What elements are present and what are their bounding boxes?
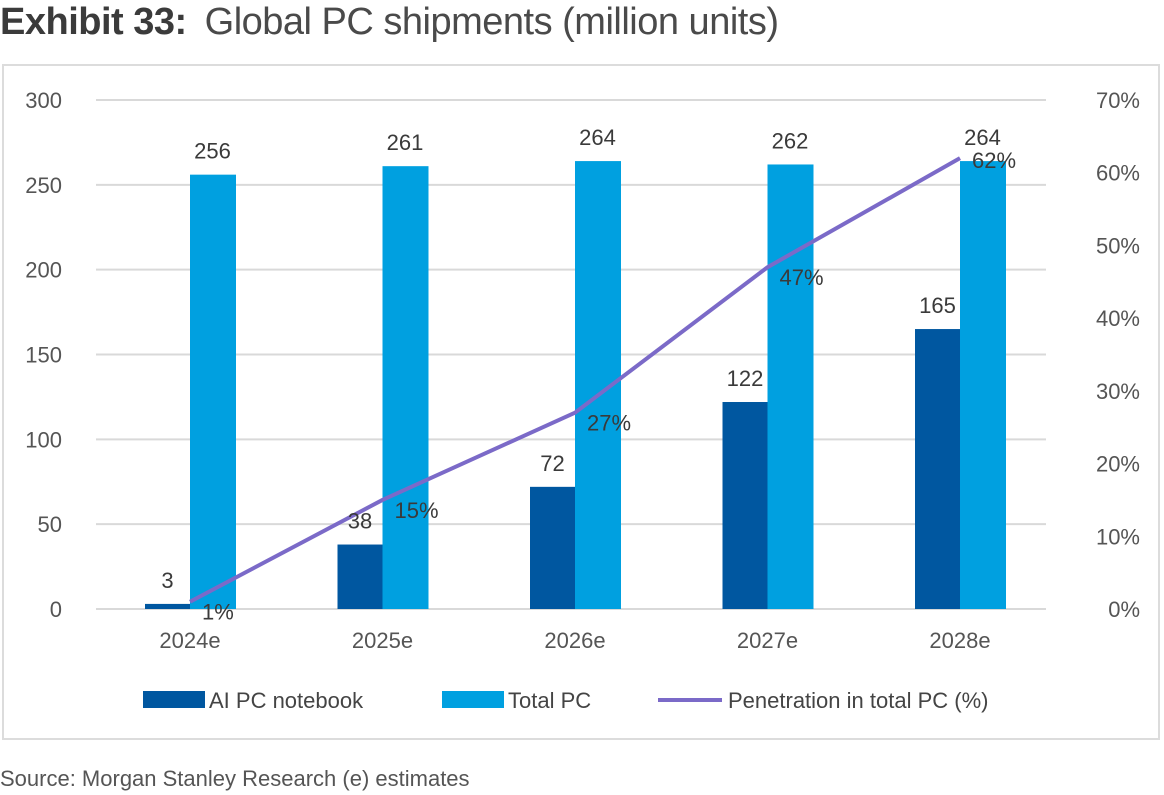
data-label-total-pc: 264	[964, 125, 1001, 150]
bar-ai-pc-notebook	[337, 544, 383, 609]
penetration-line-group	[189, 156, 961, 604]
y2-tick-label: 50%	[1096, 233, 1140, 258]
x-tick-label: 2026e	[544, 628, 605, 653]
bar-total-pc	[190, 174, 236, 610]
x-tick-label: 2028e	[929, 628, 990, 653]
y2-tick-label: 0%	[1108, 597, 1140, 622]
chart-title: Global PC shipments (million units)	[204, 1, 779, 43]
x-tick-label: 2025e	[352, 628, 413, 653]
y2-tick-label: 10%	[1096, 524, 1140, 549]
y-tick-label: 100	[25, 427, 62, 452]
data-label-ai-pc: 72	[540, 451, 564, 476]
bar-total-pc	[382, 166, 429, 610]
data-label-penetration: 27%	[587, 411, 631, 436]
data-labels: 3 256 38 261 72 264 122 262 165 264 1% 15% 27% 47% 62%	[161, 125, 1016, 625]
left-axis: 0 50 100 150 200 250 300	[25, 88, 62, 622]
y-tick-label: 250	[25, 173, 62, 198]
data-label-penetration: 15%	[395, 498, 439, 523]
gridlines	[96, 99, 1046, 610]
data-label-penetration: 62%	[972, 148, 1016, 173]
y2-tick-label: 40%	[1096, 306, 1140, 331]
x-tick-label: 2027e	[737, 628, 798, 653]
bars	[145, 161, 1006, 610]
data-label-ai-pc: 38	[348, 509, 372, 534]
data-label-total-pc: 256	[194, 139, 231, 164]
data-label-ai-pc: 122	[727, 366, 764, 391]
y2-tick-label: 70%	[1096, 88, 1140, 113]
bar-total-pc	[767, 164, 814, 609]
y-tick-label: 0	[50, 597, 62, 622]
legend-label-total-pc: Total PC	[508, 688, 591, 713]
exhibit-label: Exhibit 33:	[0, 1, 187, 43]
bar-ai-pc-notebook	[530, 486, 575, 609]
y2-tick-label: 30%	[1096, 379, 1140, 404]
bar-ai-pc-notebook	[722, 402, 768, 609]
y-tick-label: 150	[25, 343, 62, 368]
y-tick-label: 300	[25, 88, 62, 113]
data-label-ai-pc: 165	[919, 293, 956, 318]
exhibit-title: Exhibit 33: Global PC shipments (million …	[0, 0, 779, 50]
legend-swatch-ai-pc	[143, 691, 205, 708]
data-label-penetration: 47%	[780, 265, 824, 290]
right-axis: 0% 10% 20% 30% 40% 50% 60% 70%	[1096, 88, 1140, 622]
data-label-total-pc: 264	[579, 125, 616, 150]
legend-swatch-total-pc	[442, 691, 504, 708]
x-tick-label: 2024e	[159, 628, 220, 653]
data-label-ai-pc: 3	[161, 568, 173, 593]
source-note: Source: Morgan Stanley Research (e) esti…	[0, 766, 470, 791]
bar-total-pc	[960, 161, 1006, 609]
x-axis: 2024e 2025e 2026e 2027e 2028e	[159, 628, 990, 653]
y2-tick-label: 20%	[1096, 452, 1140, 477]
y-tick-label: 200	[25, 258, 62, 283]
y2-tick-label: 60%	[1096, 161, 1140, 186]
legend: AI PC notebook Total PC Penetration in tot…	[143, 688, 988, 713]
bar-ai-pc-notebook	[915, 329, 960, 609]
data-label-penetration: 1%	[202, 600, 234, 625]
data-label-total-pc: 262	[772, 128, 809, 153]
legend-label-penetration: Penetration in total PC (%)	[728, 688, 988, 713]
data-label-total-pc: 261	[387, 130, 424, 155]
bar-ai-pc-notebook	[145, 603, 190, 609]
legend-label-ai-pc: AI PC notebook	[209, 688, 364, 713]
y-tick-label: 50	[38, 512, 62, 537]
